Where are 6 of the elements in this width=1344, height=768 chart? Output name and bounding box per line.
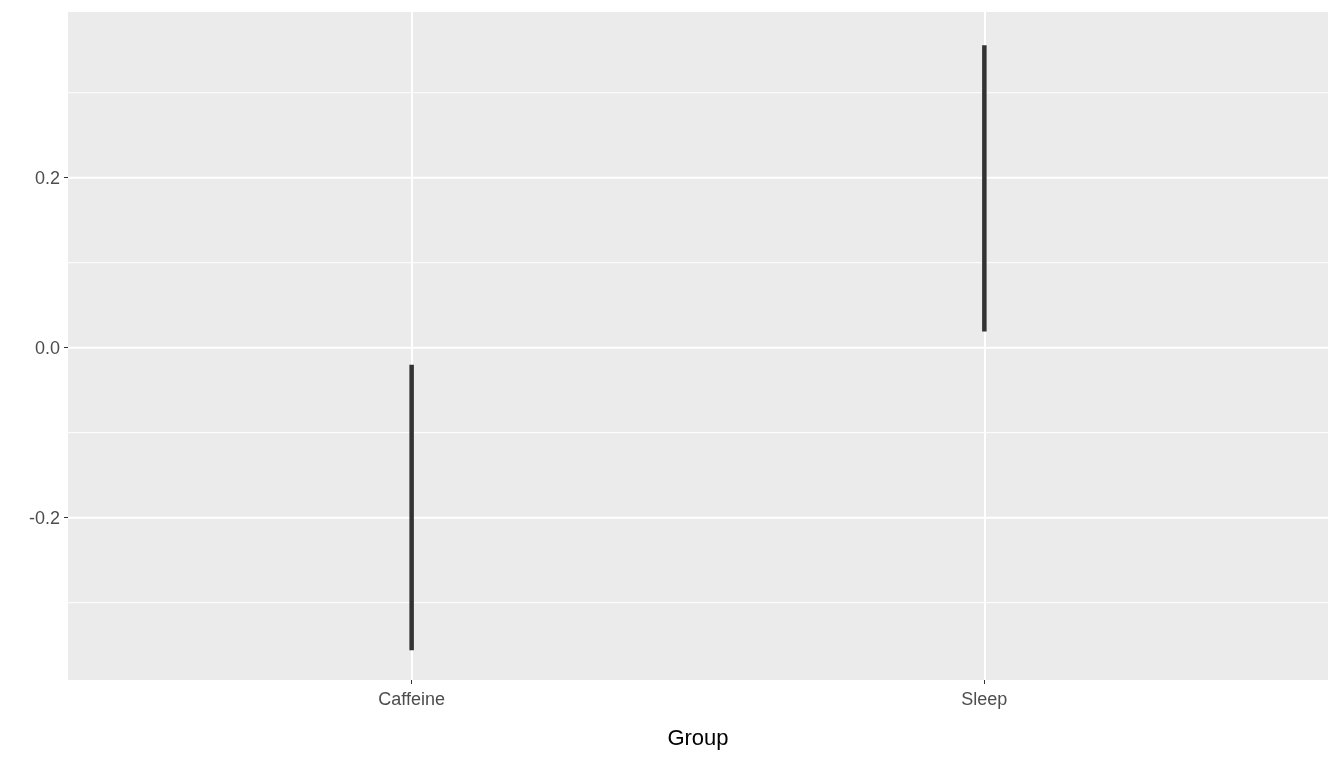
x-tick-label: Caffeine: [378, 689, 445, 709]
y-tick-label: -0.2: [28, 507, 60, 528]
x-axis-title: Group: [667, 724, 729, 750]
x-tick-label: Sleep: [961, 689, 1008, 709]
y-tick-label: 0.2: [34, 167, 60, 188]
y-tick-label: 0.0: [34, 337, 60, 358]
